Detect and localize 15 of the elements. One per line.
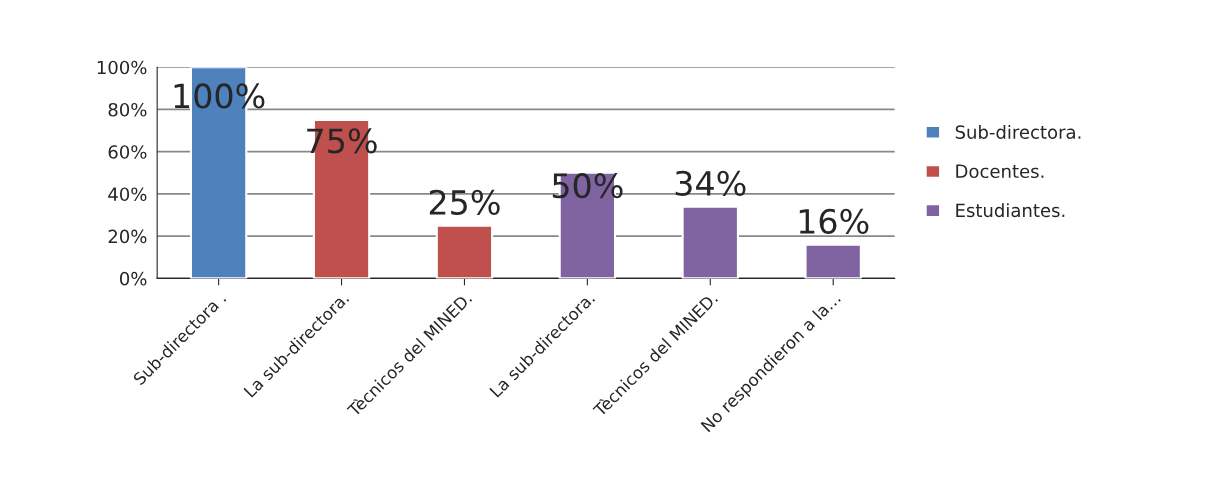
y-tick-label: 40% [108,187,147,202]
legend-label: Sub-directora. [955,124,1081,139]
bar [804,243,862,279]
y-tick-label: 0% [119,271,147,286]
legend-label: Docentes. [956,164,1044,179]
data-label: 25% [429,189,500,215]
data-label: 34% [675,170,746,196]
y-tick-label: 100% [97,60,147,75]
y-tick-label: 20% [108,229,147,244]
data-label: 16% [799,208,869,234]
bar [681,205,739,279]
bar [435,224,494,279]
y-tick-label: 60% [108,145,147,159]
y-tick-label: 80% [108,102,147,117]
legend-label: Estudiantes. [956,203,1065,218]
